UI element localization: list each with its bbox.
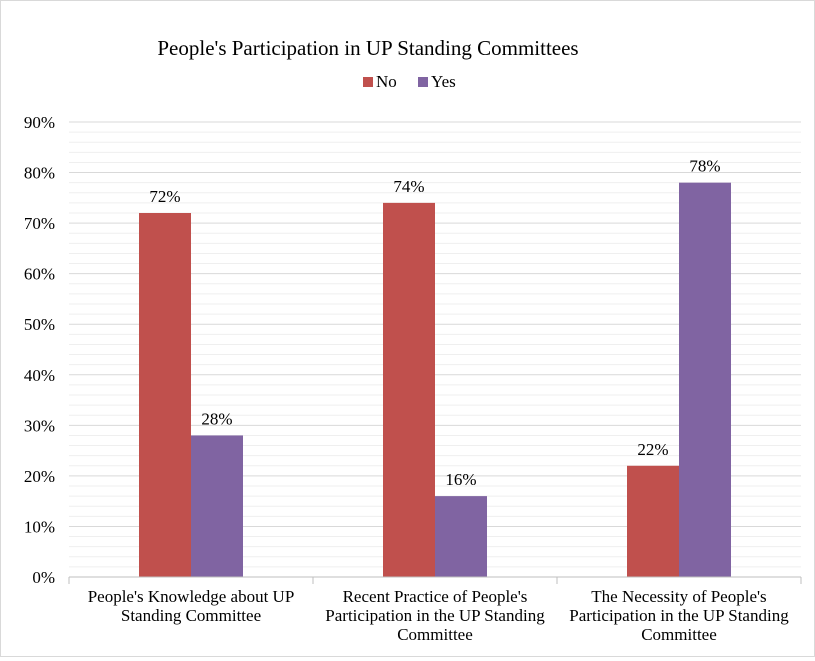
x-tick-label: People's Knowledge about UP: [88, 587, 295, 606]
bar-no: [383, 202, 435, 577]
legend-swatch-yes: [418, 77, 428, 87]
x-tick-label: Committee: [641, 625, 717, 644]
legend-label: Yes: [431, 72, 456, 91]
legend-swatch-no: [363, 77, 373, 87]
legend-label: No: [376, 72, 397, 91]
data-label: 28%: [201, 409, 232, 428]
bar-no: [627, 465, 679, 577]
data-label: 16%: [445, 470, 476, 489]
y-tick-label: 70%: [24, 214, 55, 233]
x-tick-label: Participation in the UP Standing: [569, 606, 789, 625]
y-axis: 0% 10% 20% 30% 40% 50% 60% 70% 80% 90%: [24, 113, 55, 587]
bars: [139, 182, 731, 577]
legend: No Yes: [363, 72, 456, 91]
bar-no: [139, 213, 191, 577]
x-tick-label: The Necessity of People's: [591, 587, 766, 606]
y-tick-label: 80%: [24, 164, 55, 183]
y-tick-label: 50%: [24, 315, 55, 334]
data-labels: 72% 28% 74% 16% 22% 78%: [149, 157, 720, 489]
chart-title: People's Participation in UP Standing Co…: [157, 36, 578, 60]
x-tick-label: Recent Practice of People's: [343, 587, 528, 606]
x-tick-label: Participation in the UP Standing: [325, 606, 545, 625]
data-label: 74%: [393, 177, 424, 196]
x-tick-label: Standing Committee: [121, 606, 261, 625]
data-label: 22%: [637, 440, 668, 459]
y-tick-label: 0%: [32, 568, 55, 587]
bar-yes: [435, 496, 487, 577]
y-tick-label: 10%: [24, 517, 55, 536]
y-tick-label: 90%: [24, 113, 55, 132]
bar-yes: [679, 182, 731, 577]
data-label: 72%: [149, 187, 180, 206]
y-tick-label: 40%: [24, 366, 55, 385]
data-label: 78%: [689, 157, 720, 176]
y-tick-label: 20%: [24, 467, 55, 486]
x-tick-label: Committee: [397, 625, 473, 644]
y-tick-label: 30%: [24, 416, 55, 435]
y-tick-label: 60%: [24, 265, 55, 284]
bar-yes: [191, 435, 243, 577]
